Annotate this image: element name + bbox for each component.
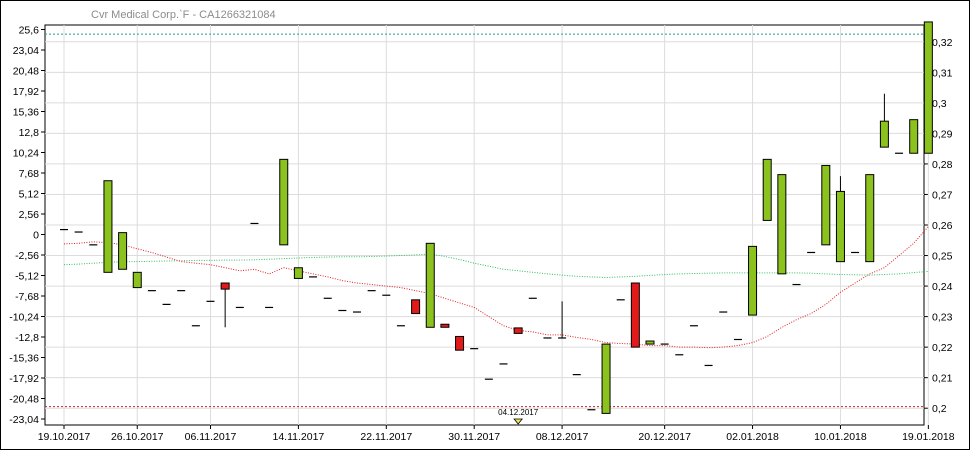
candle-up xyxy=(601,343,611,414)
x-tick-label: 14.11.2017 xyxy=(273,431,325,443)
candle-up xyxy=(777,174,787,275)
candle-up xyxy=(103,180,113,273)
left-tick-label: -10,24 xyxy=(9,312,39,324)
candle-up xyxy=(821,164,831,246)
candle-up xyxy=(923,21,933,154)
candle-down xyxy=(440,323,450,328)
candle-down xyxy=(513,327,523,334)
x-tick-label: 02.01.2018 xyxy=(726,431,779,443)
x-tick-label: 20.12.2017 xyxy=(638,431,691,443)
right-tick-label: 0,32 xyxy=(932,37,953,49)
candle-up xyxy=(645,340,655,345)
x-tick-label: 08.12.2017 xyxy=(536,431,589,443)
left-tick-label: 5,12 xyxy=(19,189,40,201)
left-tick-label: 2,56 xyxy=(19,209,40,221)
left-tick-label: 25,6 xyxy=(19,25,40,37)
x-tick-label: 06.11.2017 xyxy=(185,431,237,443)
left-tick-label: -20,48 xyxy=(9,394,39,406)
right-tick-label: 0,3 xyxy=(932,98,947,110)
date-marker-label: 04.12.2017 xyxy=(498,408,539,417)
candle-up xyxy=(762,158,772,221)
left-tick-label: -12,8 xyxy=(15,332,39,344)
candle-down xyxy=(630,282,640,348)
left-tick-label: 12,8 xyxy=(19,127,40,139)
left-tick-label: -5,12 xyxy=(15,271,39,283)
candle-up xyxy=(118,232,128,270)
candle-up xyxy=(748,245,758,316)
candle-up xyxy=(909,119,919,154)
left-tick-label: -7,68 xyxy=(15,291,39,303)
x-tick-label: 26.10.2017 xyxy=(111,431,164,443)
right-tick-label: 0,31 xyxy=(932,67,953,79)
right-tick-label: 0,28 xyxy=(932,159,953,171)
right-tick-label: 0,27 xyxy=(932,189,953,201)
x-tick-label: 22.11.2017 xyxy=(360,431,412,443)
left-tick-label: -15,36 xyxy=(9,353,39,365)
candle-up xyxy=(132,271,142,289)
left-tick-label: 15,36 xyxy=(13,107,39,119)
right-tick-label: 0,24 xyxy=(932,281,953,293)
candle-up xyxy=(879,120,889,148)
left-tick-label: 7,68 xyxy=(19,168,40,180)
right-tick-label: 0,26 xyxy=(932,220,953,232)
left-tick-label: 17,92 xyxy=(13,86,39,98)
left-tick-label: -17,92 xyxy=(9,373,39,385)
left-tick-label: -23,04 xyxy=(9,414,39,426)
candle-down xyxy=(411,299,421,315)
chart-title: Cvr Medical Corp.`F - CA1266321084 xyxy=(91,9,276,21)
candle-up xyxy=(835,190,845,263)
right-tick-label: 0,2 xyxy=(932,403,947,415)
candle-down xyxy=(455,335,465,351)
right-tick-label: 0,21 xyxy=(932,373,953,385)
right-tick-label: 0,25 xyxy=(932,251,953,263)
right-tick-label: 0,29 xyxy=(932,128,953,140)
date-marker-icon xyxy=(513,418,523,425)
candle-up xyxy=(293,267,303,279)
x-tick-label: 19.01.2018 xyxy=(902,431,955,443)
candle-down xyxy=(220,282,230,290)
candle-up xyxy=(279,158,289,246)
candle-up xyxy=(865,174,875,263)
left-tick-label: -2,56 xyxy=(15,250,39,262)
right-tick-label: 0,23 xyxy=(932,312,953,324)
right-tick-label: 0,22 xyxy=(932,342,953,354)
x-tick-label: 19.10.2017 xyxy=(38,431,91,443)
left-tick-label: 23,04 xyxy=(13,45,39,57)
x-tick-label: 30.11.2017 xyxy=(448,431,500,443)
left-tick-label: 20,48 xyxy=(13,66,39,78)
x-tick-label: 10.01.2018 xyxy=(814,431,867,443)
left-tick-label: 0 xyxy=(33,230,39,242)
candle-up xyxy=(425,242,435,328)
left-tick-label: 10,24 xyxy=(13,148,39,160)
